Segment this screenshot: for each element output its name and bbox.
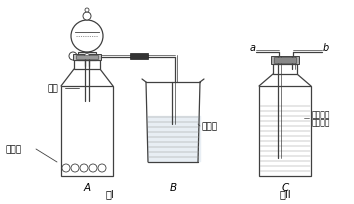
Bar bbox=[74, 61, 100, 70]
Circle shape bbox=[85, 9, 89, 13]
Circle shape bbox=[62, 164, 70, 172]
Text: 图II: 图II bbox=[279, 188, 291, 198]
Circle shape bbox=[71, 164, 79, 172]
Bar bbox=[259, 86, 311, 176]
Text: A: A bbox=[84, 182, 91, 192]
Circle shape bbox=[89, 164, 97, 172]
Bar bbox=[274, 58, 296, 64]
Bar bbox=[78, 53, 96, 61]
Circle shape bbox=[69, 53, 77, 61]
Bar bbox=[61, 86, 113, 176]
Circle shape bbox=[98, 164, 106, 172]
Circle shape bbox=[71, 21, 103, 53]
Bar bbox=[76, 56, 98, 60]
Text: 石灰水: 石灰水 bbox=[202, 122, 218, 131]
Circle shape bbox=[83, 13, 91, 21]
Text: C: C bbox=[281, 182, 289, 192]
Bar bbox=[271, 57, 299, 65]
Bar bbox=[130, 54, 148, 60]
Circle shape bbox=[85, 54, 90, 59]
Circle shape bbox=[80, 164, 88, 172]
Text: b: b bbox=[323, 43, 329, 53]
Text: 图I: 图I bbox=[105, 188, 114, 198]
Text: 氢钠溶液: 氢钠溶液 bbox=[312, 118, 331, 127]
Text: a: a bbox=[250, 43, 256, 53]
Bar bbox=[73, 55, 101, 61]
Text: 饱和碳酸: 饱和碳酸 bbox=[312, 110, 331, 119]
Text: B: B bbox=[170, 182, 177, 192]
Text: 盐酸: 盐酸 bbox=[47, 84, 58, 93]
Text: 大理石: 大理石 bbox=[5, 145, 21, 154]
Bar bbox=[273, 65, 297, 75]
